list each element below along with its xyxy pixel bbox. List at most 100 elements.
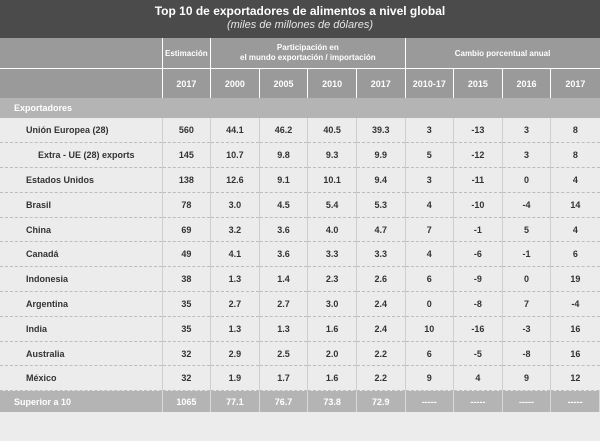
table-cell: 2.6 bbox=[356, 266, 406, 293]
table-cell: 5 bbox=[502, 217, 552, 243]
header-year: 2000 bbox=[210, 68, 260, 98]
table-cell: 46.2 bbox=[259, 118, 309, 144]
table-cell: -4 bbox=[550, 291, 600, 317]
country-name: Australia bbox=[0, 341, 163, 367]
table-row: Argentina 35 2.7 2.7 3.0 2.4 0 -8 7 -4 bbox=[0, 291, 600, 317]
table-cell: 4.0 bbox=[307, 217, 357, 243]
country-name: China bbox=[0, 217, 163, 243]
table-cell: 138 bbox=[162, 167, 212, 193]
table-row: Indonesia 38 1.3 1.4 2.3 2.6 6 -9 0 19 bbox=[0, 266, 600, 293]
table-cell: 3 bbox=[502, 118, 552, 144]
table-cell: 4 bbox=[550, 167, 600, 193]
table-row: Brasil 78 3.0 4.5 5.4 5.3 4 -10 -4 14 bbox=[0, 192, 600, 218]
table-cell: -1 bbox=[502, 241, 552, 268]
table-cell: 72.9 bbox=[356, 390, 406, 412]
country-name: Argentina bbox=[0, 291, 163, 317]
table-cell: 3.3 bbox=[307, 241, 357, 268]
header-year: 2015 bbox=[453, 68, 503, 98]
table-cell: -10 bbox=[453, 192, 503, 218]
table-cell: 5 bbox=[405, 142, 455, 169]
table-cell: 4 bbox=[453, 365, 503, 392]
country-name: Estados Unidos bbox=[0, 167, 163, 193]
table-row: Estados Unidos 138 12.6 9.1 10.1 9.4 3 -11 0 4 bbox=[0, 167, 600, 193]
table-cell: 4 bbox=[405, 241, 455, 268]
table-cell: 2.2 bbox=[356, 341, 406, 367]
table-cell: 9 bbox=[405, 365, 455, 392]
table-cell: -3 bbox=[502, 316, 552, 342]
section-exportadores: Exportadores bbox=[0, 98, 600, 118]
table-cell: 78 bbox=[162, 192, 212, 218]
table-cell: 35 bbox=[162, 316, 212, 342]
table-cell: 9 bbox=[502, 365, 552, 392]
header-year: 2016 bbox=[502, 68, 552, 98]
table-cell: 10.7 bbox=[210, 142, 260, 169]
table-cell: 0 bbox=[502, 266, 552, 293]
header-year: 2005 bbox=[259, 68, 309, 98]
header-year: 2017 bbox=[162, 68, 212, 98]
table-cell: 35 bbox=[162, 291, 212, 317]
country-name: India bbox=[0, 316, 163, 342]
table-cell: ----- bbox=[550, 390, 600, 412]
table-cell: 1.3 bbox=[259, 316, 309, 342]
table-cell: 2.9 bbox=[210, 341, 260, 367]
table-cell: 4 bbox=[550, 217, 600, 243]
table-cell: 1.3 bbox=[210, 316, 260, 342]
table-cell: 16 bbox=[550, 316, 600, 342]
header-year: 2017 bbox=[550, 68, 600, 98]
table-cell: 4.5 bbox=[259, 192, 309, 218]
country-name: Unión Europea (28) bbox=[0, 118, 163, 144]
table-cell: 39.3 bbox=[356, 118, 406, 144]
table-cell: 2.4 bbox=[356, 316, 406, 342]
table-cell: 73.8 bbox=[307, 390, 357, 412]
table-cell: 0 bbox=[405, 291, 455, 317]
header-year: 2010 bbox=[307, 68, 357, 98]
table-cell: 2.7 bbox=[210, 291, 260, 317]
table-cell: 6 bbox=[550, 241, 600, 268]
header-year: 2010-17 bbox=[405, 68, 455, 98]
table-cell: 1.9 bbox=[210, 365, 260, 392]
table-cell: 10.1 bbox=[307, 167, 357, 193]
country-name: Canadá bbox=[0, 241, 163, 268]
table-cell: 2.3 bbox=[307, 266, 357, 293]
table-cell: 3.3 bbox=[356, 241, 406, 268]
table-cell: 1.4 bbox=[259, 266, 309, 293]
table-cell: 3 bbox=[502, 142, 552, 169]
header-participacion: Participación en el mundo exportación / … bbox=[210, 38, 406, 69]
header-year: 2017 bbox=[356, 68, 406, 98]
table-cell: 1.3 bbox=[210, 266, 260, 293]
table-cell: 2.7 bbox=[259, 291, 309, 317]
table-cell: 560 bbox=[162, 118, 212, 144]
table-cell: 3.2 bbox=[210, 217, 260, 243]
table-cell: 9.1 bbox=[259, 167, 309, 193]
table-cell: 44.1 bbox=[210, 118, 260, 144]
table-cell: 8 bbox=[550, 142, 600, 169]
table-row: Australia 32 2.9 2.5 2.0 2.2 6 -5 -8 16 bbox=[0, 341, 600, 367]
table-cell: -1 bbox=[453, 217, 503, 243]
table-cell: ----- bbox=[502, 390, 552, 412]
table-cell: 77.1 bbox=[210, 390, 260, 412]
header-empty bbox=[0, 38, 163, 69]
country-name: Indonesia bbox=[0, 266, 163, 293]
table-cell: 14 bbox=[550, 192, 600, 218]
total-row: Superior a 10 1065 77.1 76.7 73.8 72.9 ----- --… bbox=[0, 390, 600, 412]
table-cell: 6 bbox=[405, 341, 455, 367]
header-empty-2 bbox=[0, 68, 163, 98]
table-cell: 2.4 bbox=[356, 291, 406, 317]
table-cell: 8 bbox=[550, 118, 600, 144]
table-cell: 5.4 bbox=[307, 192, 357, 218]
table-cell: 38 bbox=[162, 266, 212, 293]
table-cell: 12.6 bbox=[210, 167, 260, 193]
country-name: Extra - UE (28) exports bbox=[0, 142, 163, 169]
table-cell: 1.7 bbox=[259, 365, 309, 392]
table-cell: -4 bbox=[502, 192, 552, 218]
country-name: México bbox=[0, 365, 163, 392]
table-cell: -9 bbox=[453, 266, 503, 293]
table-cell: 19 bbox=[550, 266, 600, 293]
table-title-bar: Top 10 de exportadores de alimentos a ni… bbox=[0, 0, 600, 38]
table-cell: 3.6 bbox=[259, 217, 309, 243]
table-cell: 69 bbox=[162, 217, 212, 243]
table-cell: -8 bbox=[502, 341, 552, 367]
table-cell: -5 bbox=[453, 341, 503, 367]
table-cell: 3 bbox=[405, 167, 455, 193]
header-cambio: Cambio porcentual anual bbox=[405, 38, 600, 69]
